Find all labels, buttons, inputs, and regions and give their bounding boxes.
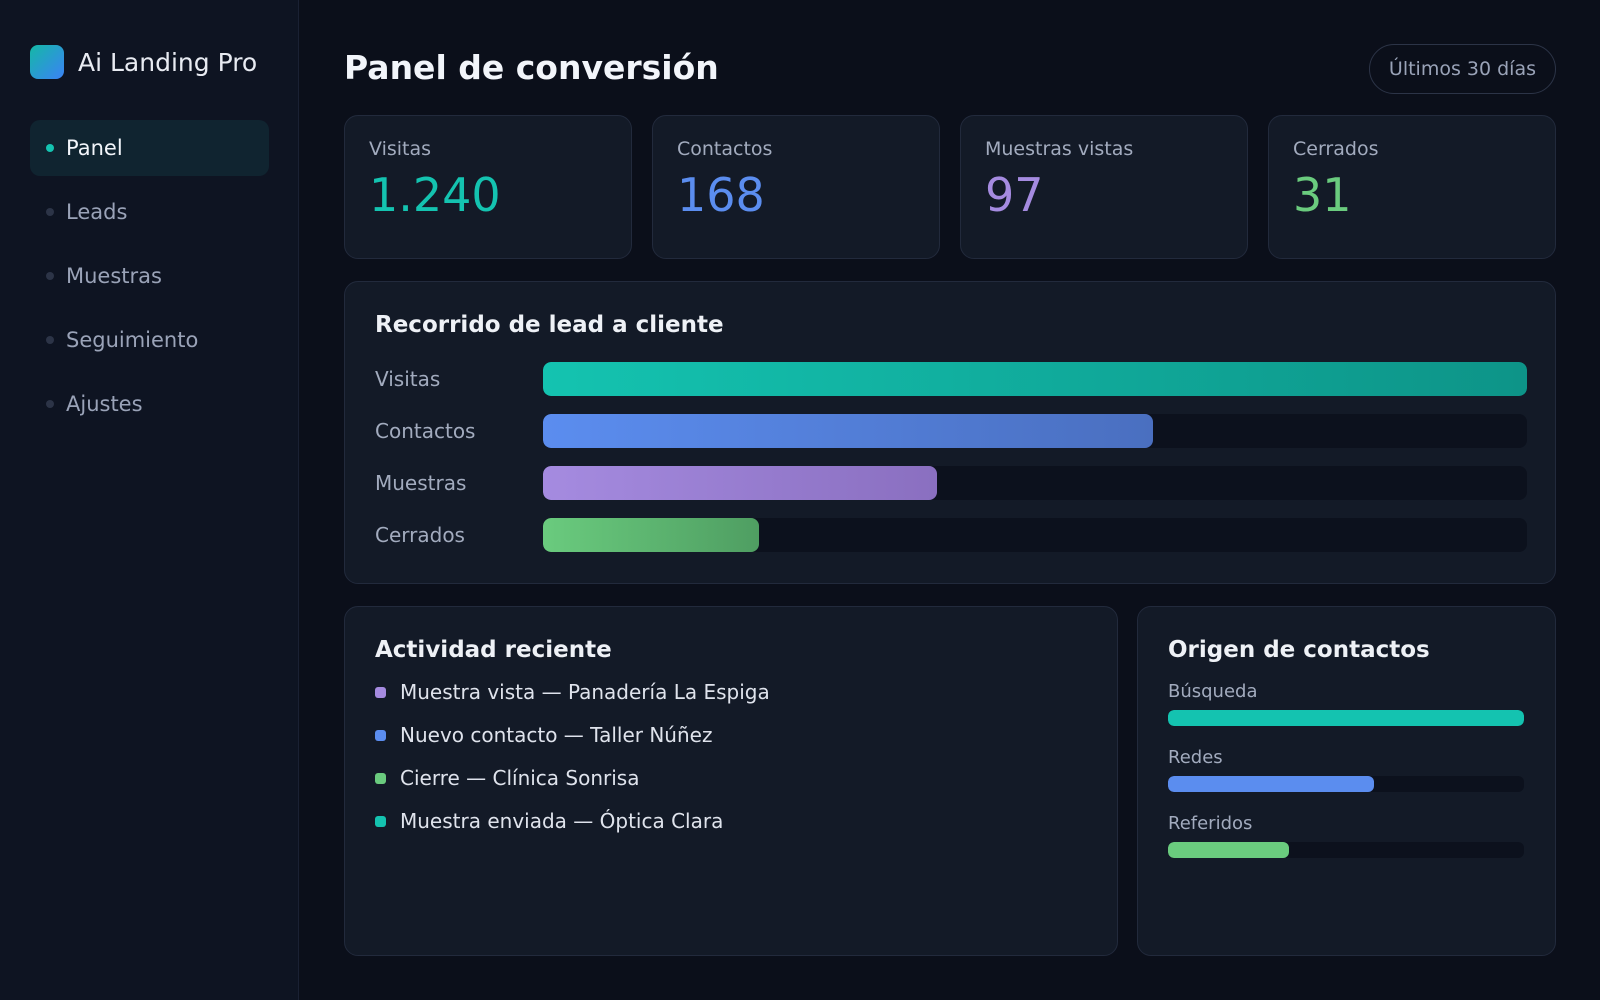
- list-item[interactable]: Muestra vista — Panadería La Espiga: [375, 677, 1087, 707]
- funnel-bar: [543, 414, 1154, 448]
- kpi-card-contactos: Contactos 168: [652, 115, 940, 259]
- funnel-track: [543, 466, 1527, 500]
- list-item[interactable]: Muestra enviada — Óptica Clara: [375, 806, 1087, 836]
- source-track: [1168, 842, 1524, 858]
- funnel-row: Cerrados: [375, 518, 1527, 552]
- activity-text: Cierre — Clínica Sonrisa: [400, 766, 640, 790]
- kpi-card-visitas: Visitas 1.240: [344, 115, 632, 259]
- kpi-label: Contactos: [677, 138, 773, 160]
- source-track: [1168, 776, 1524, 792]
- dot-icon: [46, 336, 54, 344]
- source-bar: [1168, 842, 1290, 858]
- date-range-button[interactable]: Últimos 30 días: [1368, 44, 1556, 94]
- dot-icon: [46, 400, 54, 408]
- source-label: Referidos: [1168, 813, 1253, 834]
- page-title: Panel de conversión: [344, 48, 719, 87]
- source-item: Búsqueda: [1168, 681, 1525, 726]
- source-track: [1168, 710, 1524, 726]
- dot-icon: [46, 208, 54, 216]
- funnel-row: Visitas: [375, 362, 1527, 396]
- sources-card: Origen de contactos Búsqueda Redes Refer…: [1137, 606, 1556, 956]
- funnel-card: Recorrido de lead a cliente Visitas Cont…: [344, 281, 1556, 584]
- sidebar-nav: Panel Leads Muestras Seguimiento Ajustes: [30, 120, 269, 432]
- kpi-card-muestras-vistas: Muestras vistas 97: [960, 115, 1248, 259]
- source-bar: [1168, 710, 1524, 726]
- kpi-label: Cerrados: [1293, 138, 1379, 160]
- activity-title: Actividad reciente: [375, 637, 612, 663]
- activity-text: Muestra enviada — Óptica Clara: [400, 809, 724, 833]
- source-label: Redes: [1168, 747, 1223, 768]
- funnel-track: [543, 362, 1527, 396]
- kpi-value: 31: [1293, 168, 1352, 222]
- funnel-label: Contactos: [375, 419, 476, 443]
- list-item[interactable]: Nuevo contacto — Taller Núñez: [375, 720, 1087, 750]
- status-dot-icon: [375, 815, 386, 827]
- list-item[interactable]: Cierre — Clínica Sonrisa: [375, 763, 1087, 793]
- kpi-card-cerrados: Cerrados 31: [1268, 115, 1556, 259]
- brand-logo-icon: [30, 45, 64, 79]
- main-content: Panel de conversión Últimos 30 días Visi…: [344, 0, 1556, 1000]
- funnel-title: Recorrido de lead a cliente: [375, 312, 724, 338]
- sidebar-item-muestras[interactable]: Muestras: [30, 248, 269, 304]
- source-bar: [1168, 776, 1375, 792]
- funnel-bar: [543, 518, 760, 552]
- kpi-label: Visitas: [369, 138, 432, 160]
- funnel-track: [543, 414, 1527, 448]
- activity-card: Actividad reciente Muestra vista — Panad…: [344, 606, 1118, 956]
- kpi-label: Muestras vistas: [985, 138, 1134, 160]
- funnel-bar: [543, 362, 1527, 396]
- kpi-value: 97: [985, 168, 1044, 222]
- sidebar-item-label: Muestras: [66, 264, 162, 288]
- funnel-row: Contactos: [375, 414, 1527, 448]
- status-dot-icon: [375, 729, 386, 741]
- source-label: Búsqueda: [1168, 681, 1258, 702]
- sidebar-item-ajustes[interactable]: Ajustes: [30, 376, 269, 432]
- funnel-label: Cerrados: [375, 523, 465, 547]
- funnel-row: Muestras: [375, 466, 1527, 500]
- sources-title: Origen de contactos: [1168, 637, 1430, 663]
- brand-name: Ai Landing Pro: [78, 47, 258, 77]
- header: Panel de conversión Últimos 30 días: [344, 44, 1556, 94]
- kpi-value: 1.240: [369, 168, 501, 222]
- sidebar-item-panel[interactable]: Panel: [30, 120, 269, 176]
- sidebar-item-label: Seguimiento: [66, 328, 199, 352]
- brand[interactable]: Ai Landing Pro: [30, 44, 268, 80]
- sidebar-item-label: Panel: [66, 136, 123, 160]
- dot-icon: [46, 144, 54, 152]
- activity-list: Muestra vista — Panadería La Espiga Nuev…: [375, 677, 1087, 836]
- activity-text: Nuevo contacto — Taller Núñez: [400, 723, 713, 747]
- funnel-label: Muestras: [375, 471, 467, 495]
- kpi-value: 168: [677, 168, 765, 222]
- sidebar-item-label: Ajustes: [66, 392, 143, 416]
- source-list: Búsqueda Redes Referidos: [1168, 681, 1525, 858]
- sidebar-item-label: Leads: [66, 200, 128, 224]
- funnel-label: Visitas: [375, 367, 441, 391]
- funnel-bar: [543, 466, 937, 500]
- status-dot-icon: [375, 686, 386, 698]
- status-dot-icon: [375, 772, 386, 784]
- activity-text: Muestra vista — Panadería La Espiga: [400, 680, 770, 704]
- dot-icon: [46, 272, 54, 280]
- funnel-rows: Visitas Contactos Muestras Cerrados: [375, 362, 1527, 570]
- sidebar-item-seguimiento[interactable]: Seguimiento: [30, 312, 269, 368]
- source-item: Redes: [1168, 747, 1525, 792]
- sidebar: Ai Landing Pro Panel Leads Muestras Segu…: [0, 0, 299, 1000]
- funnel-track: [543, 518, 1527, 552]
- sidebar-item-leads[interactable]: Leads: [30, 184, 269, 240]
- source-item: Referidos: [1168, 813, 1525, 858]
